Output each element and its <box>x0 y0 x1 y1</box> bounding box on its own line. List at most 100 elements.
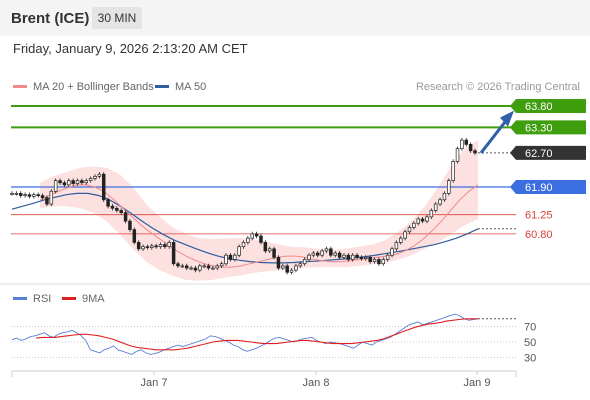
candle-body <box>460 139 464 149</box>
candle-body <box>40 195 45 199</box>
candle-body <box>473 150 477 154</box>
datetime-label: Friday, January 9, 2026 2:13:20 AM CET <box>13 41 248 56</box>
level-tag-63-30-bg <box>510 120 586 135</box>
candle-body <box>302 259 307 265</box>
x-label-Jan-8: Jan 8 <box>303 377 330 389</box>
candle-body <box>158 244 163 248</box>
level-tag-61-25: 61.25 <box>525 210 553 222</box>
candle-body <box>110 205 115 209</box>
candle-body <box>215 265 220 269</box>
candle-body <box>67 180 71 186</box>
candle-body <box>171 242 176 265</box>
candle-body <box>316 252 320 256</box>
candle-body <box>62 182 67 186</box>
candle-body <box>403 231 407 239</box>
level-tag-63-80: 63.80 <box>525 101 553 113</box>
timeframe-button[interactable]: 30 MIN <box>92 7 142 29</box>
candle-body <box>71 180 75 184</box>
ma9-line <box>35 318 478 351</box>
candle-body <box>141 246 145 250</box>
x-label-Jan-9: Jan 9 <box>464 377 491 389</box>
candle-body <box>49 190 54 205</box>
candle-body <box>93 175 97 179</box>
candle-body <box>390 248 394 256</box>
candle-body <box>359 256 364 259</box>
moving-average-lines <box>11 184 479 268</box>
candle-body <box>442 193 447 201</box>
candle-body <box>377 259 381 265</box>
level-tag-62-70-bg <box>510 145 586 160</box>
candle-body <box>311 252 316 256</box>
level-tag-62-70: 62.70 <box>525 148 553 160</box>
rsi-legend-label: RSI <box>33 293 51 305</box>
ma20-line <box>39 184 479 268</box>
candle-body <box>342 254 346 258</box>
level-tag-60-80: 60.80 <box>525 229 553 241</box>
candle-body <box>276 256 281 269</box>
candle-body <box>372 259 377 262</box>
rsi-line <box>11 313 479 355</box>
candle-body <box>394 242 399 250</box>
bollinger-legend-swatch <box>13 85 27 88</box>
candle-body <box>307 254 311 260</box>
candle-body <box>123 212 128 222</box>
x-label-Jan-7: Jan 7 <box>141 377 168 389</box>
candle-body <box>53 180 58 192</box>
candle-body <box>294 265 298 271</box>
candle-body <box>97 173 102 177</box>
candle-body <box>350 254 355 260</box>
candlesticks <box>10 137 477 275</box>
candle-body <box>412 222 416 228</box>
ma50-line <box>11 192 479 264</box>
candle-body <box>163 244 167 248</box>
candle-body <box>233 254 237 260</box>
candle-body <box>346 254 351 260</box>
candle-body <box>32 194 36 197</box>
candle-body <box>289 269 294 273</box>
header-bar: Brent (ICE) 30 MIN <box>0 0 590 36</box>
candle-body <box>398 237 403 243</box>
level-tag-61-90: 61.90 <box>525 182 553 194</box>
candle-body <box>101 173 106 201</box>
candle-body <box>337 252 342 258</box>
candle-body <box>224 254 228 265</box>
candle-body <box>150 245 154 248</box>
level-tag-63-30: 63.30 <box>525 122 553 134</box>
credit-text: Research © 2026 Trading Central <box>416 81 580 93</box>
candle-body <box>88 178 93 181</box>
bollinger-band <box>40 140 478 281</box>
candle-body <box>36 194 40 197</box>
candle-body <box>407 227 412 233</box>
candle-body <box>45 197 49 205</box>
ma50-legend-swatch <box>155 85 169 88</box>
candle-body <box>468 144 473 152</box>
candle-body <box>14 193 19 195</box>
candle-body <box>241 242 246 248</box>
candle-body <box>425 216 429 222</box>
forecast-arrow-icon <box>479 110 514 154</box>
candle-body <box>180 265 185 268</box>
rsi-ticks: 70 50 30 <box>524 322 536 365</box>
x-axis-labels: Jan 7 Jan 8 Jan 9 <box>141 371 491 389</box>
candle-body <box>18 193 23 196</box>
candle-body <box>75 180 80 184</box>
candle-body <box>455 148 460 162</box>
forecast-arrow-head <box>500 110 514 127</box>
candle-body <box>250 233 254 239</box>
candle-body <box>433 203 438 211</box>
candle-body <box>119 210 123 213</box>
candle-body <box>228 254 233 260</box>
candle-body <box>10 193 14 195</box>
candle-body <box>193 267 198 271</box>
candle-body <box>285 265 289 273</box>
candle-body <box>58 180 62 184</box>
ma9-legend-swatch <box>62 297 76 300</box>
forecast-arrow-shaft <box>479 119 508 154</box>
candle-body <box>219 263 224 267</box>
candle-body <box>324 248 329 252</box>
instrument-title: Brent (ICE) <box>11 10 90 27</box>
rsi-legend-swatch <box>13 297 27 300</box>
candle-body <box>154 245 158 248</box>
candle-body <box>176 263 180 267</box>
